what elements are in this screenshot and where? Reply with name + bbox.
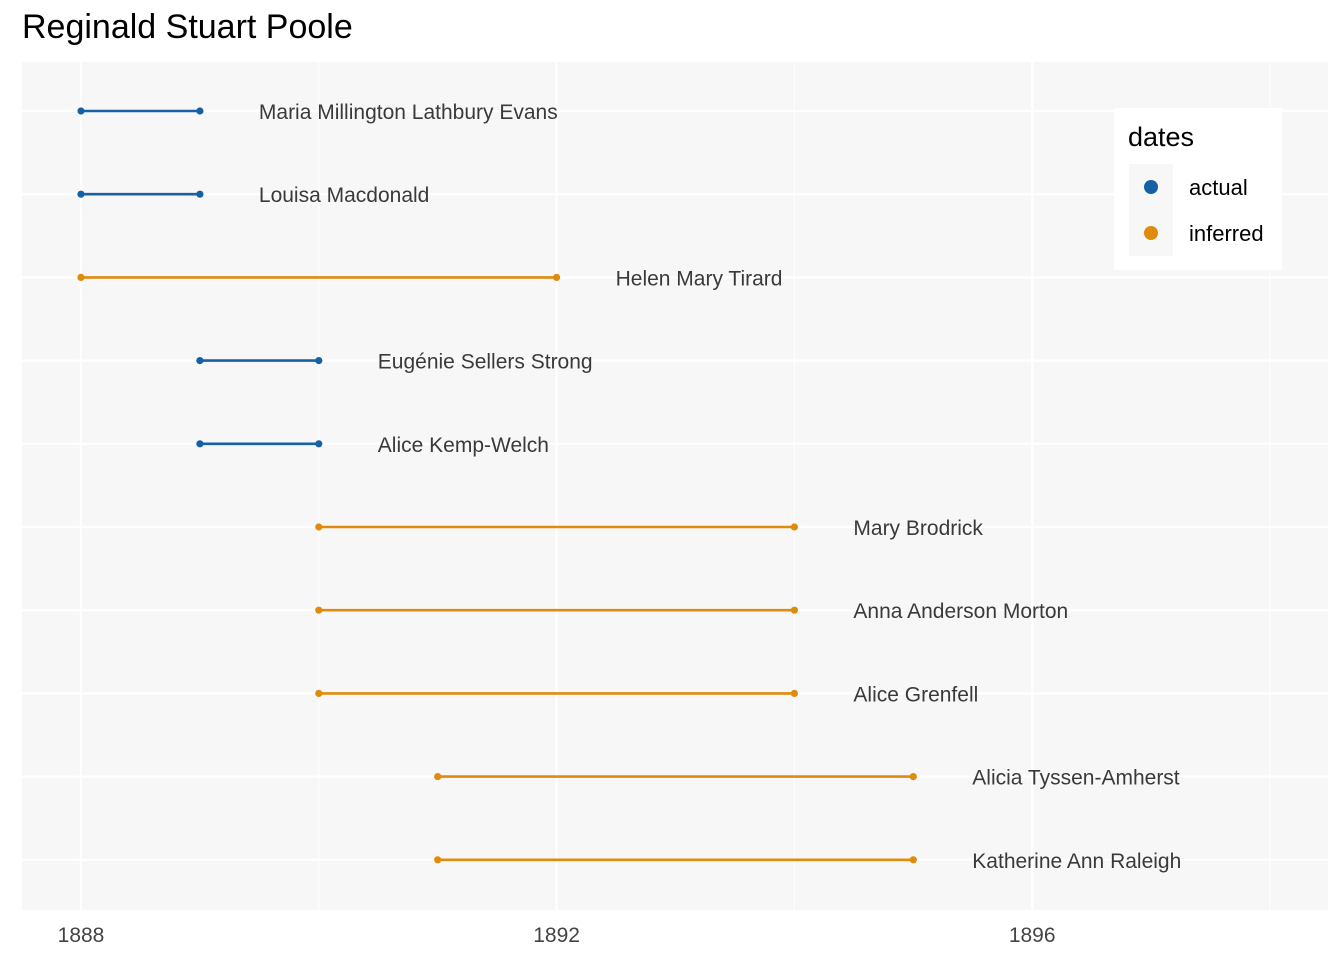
segment-label: Maria Millington Lathbury Evans bbox=[259, 101, 558, 124]
segment-end-point bbox=[315, 440, 323, 448]
segment-start-point bbox=[77, 273, 85, 281]
segment-start-point bbox=[196, 357, 204, 365]
segment-start-point bbox=[77, 107, 85, 115]
chart-title: Reginald Stuart Poole bbox=[22, 8, 353, 46]
segment-label: Alice Kemp-Welch bbox=[378, 434, 549, 457]
x-tick-label: 1896 bbox=[1009, 924, 1056, 947]
segment-start-point bbox=[315, 606, 323, 614]
segment-end-point bbox=[315, 357, 323, 365]
segment-label: Helen Mary Tirard bbox=[616, 267, 783, 290]
segment-label: Anna Anderson Morton bbox=[853, 600, 1068, 623]
segment-start-point bbox=[315, 689, 323, 698]
legend: dates actual inferred bbox=[1114, 108, 1282, 270]
segment-start-point bbox=[434, 856, 442, 864]
segment-start-point bbox=[434, 773, 442, 781]
legend-label-inferred: inferred bbox=[1189, 221, 1264, 246]
segment-end-point bbox=[790, 689, 799, 698]
segment-label: Katherine Ann Raleigh bbox=[972, 850, 1181, 873]
legend-title: dates bbox=[1128, 122, 1194, 152]
segment-end-point bbox=[790, 523, 799, 531]
segment-start-point bbox=[196, 440, 204, 448]
segment-end-point bbox=[909, 773, 917, 781]
segment-label: Alicia Tyssen-Amherst bbox=[972, 767, 1180, 790]
plot-panel bbox=[22, 62, 1328, 910]
legend-key-inferred bbox=[1144, 226, 1158, 240]
legend-key-area bbox=[1129, 164, 1173, 256]
segment-start-point bbox=[315, 523, 323, 531]
segment-start-point bbox=[77, 190, 85, 198]
legend-label-actual: actual bbox=[1189, 175, 1248, 200]
x-axis-ticks: 1888 1892 1896 bbox=[58, 924, 1056, 947]
segment-end-point bbox=[196, 107, 204, 115]
segment-label: Louisa Macdonald bbox=[259, 184, 429, 207]
segment-end-point bbox=[196, 190, 204, 198]
segment-label: Eugénie Sellers Strong bbox=[378, 351, 593, 374]
segment-label: Alice Grenfell bbox=[853, 683, 978, 706]
segment-end-point bbox=[790, 606, 799, 614]
segment-layer: Maria Millington Lathbury Evans Louisa Ma… bbox=[77, 101, 1181, 873]
segment-end-point bbox=[909, 856, 917, 864]
segment-label: Mary Brodrick bbox=[853, 517, 983, 540]
segment-end-point bbox=[553, 273, 561, 281]
legend-key-actual bbox=[1144, 180, 1158, 194]
x-tick-label: 1892 bbox=[533, 924, 580, 947]
x-tick-label: 1888 bbox=[58, 924, 105, 947]
